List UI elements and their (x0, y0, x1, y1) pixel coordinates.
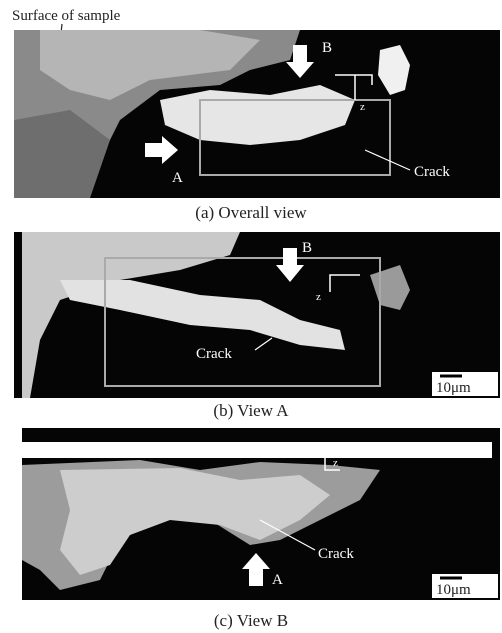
scale-label: 10μm (436, 582, 471, 598)
scale-label: 10μm (436, 380, 471, 396)
arrow-b-label: B (322, 40, 332, 56)
surface-strip (22, 442, 492, 458)
axis-label: z (360, 101, 365, 113)
panel-c: z Crack A 10μm (22, 428, 500, 600)
arrow-a-label: A (272, 572, 283, 588)
figure: Surface of sample B z A Crack (a) Overal… (0, 0, 502, 633)
arrow-a-label: A (172, 170, 183, 186)
caption: (a) Overall view (195, 203, 307, 222)
panel-b: B z Crack 10μm (14, 232, 500, 398)
caption: (b) View A (213, 401, 289, 420)
surface-label: Surface of sample (12, 8, 121, 24)
panel-a: B z A Crack (14, 30, 500, 198)
caption: (c) View B (214, 611, 288, 630)
axis-label: z (316, 291, 321, 303)
crack-label: Crack (196, 346, 232, 362)
arrow-b-label: B (302, 240, 312, 256)
axis-label: z (333, 457, 338, 469)
arrow-a (249, 569, 263, 586)
crack-label: Crack (414, 164, 450, 180)
crack-label: Crack (318, 546, 354, 562)
